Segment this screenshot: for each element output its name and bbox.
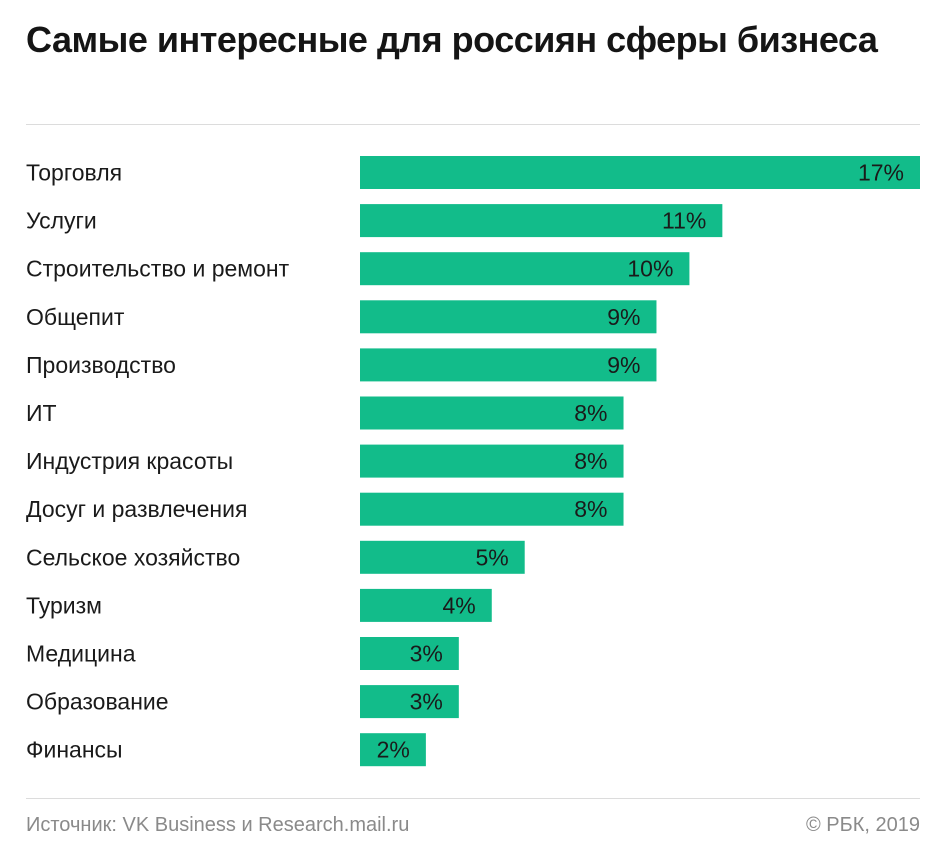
category-label: Образование [26, 689, 169, 715]
bar-value-label: 8% [574, 448, 607, 474]
bar [360, 252, 690, 286]
bar [360, 204, 723, 238]
bar-value-label: 17% [858, 160, 904, 186]
category-label: Общепит [26, 304, 125, 330]
bar [360, 396, 624, 430]
chart-title: Самые интересные для россиян сферы бизне… [26, 19, 878, 60]
category-label: Туризм [26, 592, 102, 618]
bar-value-label: 3% [410, 641, 443, 667]
bar [360, 588, 492, 622]
source-note: Источник: VK Business и Research.mail.ru [26, 814, 410, 836]
bar-value-label: 4% [443, 592, 476, 618]
bar-value-label: 3% [410, 689, 443, 715]
bar [360, 637, 459, 670]
bar-value-label: 8% [574, 496, 607, 522]
copyright-credit: © РБК, 2019 [805, 814, 920, 836]
bar-value-label: 10% [627, 256, 673, 282]
bar-value-label: 9% [607, 304, 640, 330]
category-label: Производство [26, 352, 176, 378]
bar-value-label: 8% [574, 400, 607, 426]
bar [360, 540, 525, 574]
category-label: Сельское хозяйство [26, 544, 240, 570]
category-label: Финансы [26, 737, 123, 763]
category-label: Услуги [26, 208, 97, 234]
category-label: Строительство и ремонт [26, 256, 290, 282]
bar-value-label: 9% [607, 352, 640, 378]
category-label: ИТ [26, 400, 57, 426]
bar-value-label: 2% [377, 737, 410, 763]
bar [360, 733, 426, 767]
bar-value-label: 11% [662, 208, 706, 234]
top-divider [26, 124, 920, 125]
bar [360, 348, 657, 382]
bar [360, 492, 624, 526]
bar-value-label: 5% [475, 544, 508, 570]
bar [360, 300, 657, 334]
category-label: Досуг и развлечения [26, 496, 247, 522]
bar [360, 444, 624, 478]
bar [360, 685, 459, 719]
category-label: Индустрия красоты [26, 448, 233, 474]
bar [360, 156, 920, 189]
category-label: Торговля [26, 160, 122, 186]
category-label: Медицина [26, 641, 136, 667]
bottom-divider [26, 798, 920, 799]
